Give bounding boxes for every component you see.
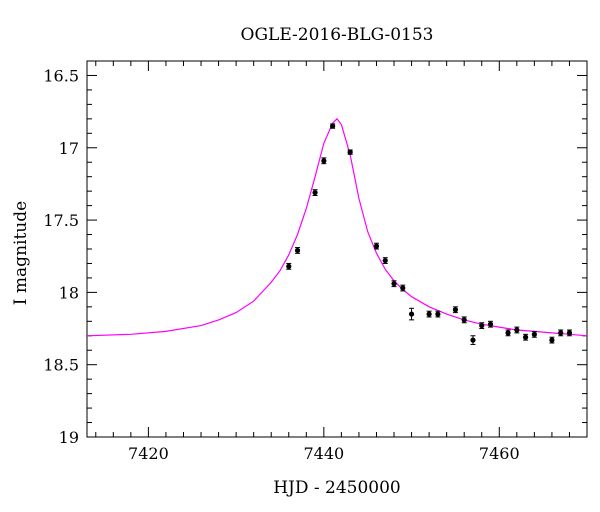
data-marker bbox=[514, 327, 520, 333]
data-marker bbox=[461, 317, 467, 323]
data-point bbox=[487, 320, 494, 328]
y-tick-label: 17 bbox=[59, 139, 79, 158]
data-marker bbox=[400, 285, 406, 291]
x-tick-label: 7460 bbox=[479, 444, 520, 463]
plot-frame bbox=[86, 60, 588, 438]
data-point bbox=[435, 310, 441, 318]
data-marker bbox=[479, 323, 485, 329]
data-point bbox=[391, 280, 397, 288]
data-point bbox=[531, 330, 537, 338]
data-point bbox=[514, 326, 520, 334]
data-point bbox=[382, 257, 388, 264]
model-curve bbox=[86, 117, 588, 337]
data-marker bbox=[522, 334, 529, 340]
data-marker bbox=[452, 307, 459, 313]
data-point bbox=[558, 329, 564, 337]
chart-title: OGLE-2016-BLG-0153 bbox=[241, 25, 434, 45]
data-marker bbox=[382, 257, 388, 264]
data-marker bbox=[312, 190, 318, 196]
data-marker bbox=[566, 330, 573, 336]
data-point bbox=[522, 333, 529, 341]
data-point bbox=[470, 335, 476, 345]
data-point bbox=[408, 307, 415, 321]
data-point bbox=[286, 262, 292, 270]
data-marker bbox=[294, 247, 301, 254]
data-marker bbox=[558, 330, 564, 336]
data-point bbox=[347, 149, 353, 155]
data-point bbox=[505, 329, 511, 337]
data-marker bbox=[408, 311, 415, 317]
data-marker bbox=[435, 311, 441, 317]
y-tick-label: 18 bbox=[59, 283, 79, 302]
y-axis-label: I magnitude bbox=[11, 201, 31, 305]
data-marker bbox=[426, 311, 432, 317]
data-point bbox=[461, 316, 467, 324]
data-point bbox=[312, 189, 318, 196]
data-marker bbox=[505, 330, 511, 336]
data-marker bbox=[391, 281, 397, 287]
data-marker bbox=[347, 149, 353, 155]
data-point bbox=[330, 123, 336, 129]
plot-content bbox=[86, 117, 588, 345]
axis-ticks bbox=[87, 60, 588, 438]
data-point bbox=[400, 284, 406, 292]
data-point bbox=[549, 336, 555, 344]
y-tick-label: 18.5 bbox=[43, 356, 79, 375]
y-tick-label: 19 bbox=[59, 428, 79, 447]
data-marker bbox=[286, 263, 292, 269]
y-tick-label: 17.5 bbox=[43, 211, 79, 230]
data-point bbox=[321, 157, 327, 165]
data-marker bbox=[487, 321, 494, 327]
data-point bbox=[426, 310, 432, 318]
data-marker bbox=[330, 123, 336, 129]
data-marker bbox=[531, 331, 537, 337]
data-point bbox=[566, 329, 573, 337]
x-axis-label: HJD - 2450000 bbox=[273, 478, 401, 498]
data-point bbox=[452, 306, 459, 314]
data-marker bbox=[373, 243, 380, 249]
data-point bbox=[373, 242, 380, 250]
data-marker bbox=[321, 158, 327, 164]
axis-tick-labels: 7420 7440 7460 16.5 17 17.5 18 18.5 19 bbox=[43, 66, 519, 463]
data-point bbox=[479, 322, 485, 330]
data-marker bbox=[549, 337, 555, 343]
data-marker bbox=[470, 337, 476, 343]
x-tick-label: 7420 bbox=[128, 444, 169, 463]
data-point bbox=[294, 247, 301, 254]
y-tick-label: 16.5 bbox=[43, 66, 79, 85]
x-tick-label: 7440 bbox=[303, 444, 344, 463]
